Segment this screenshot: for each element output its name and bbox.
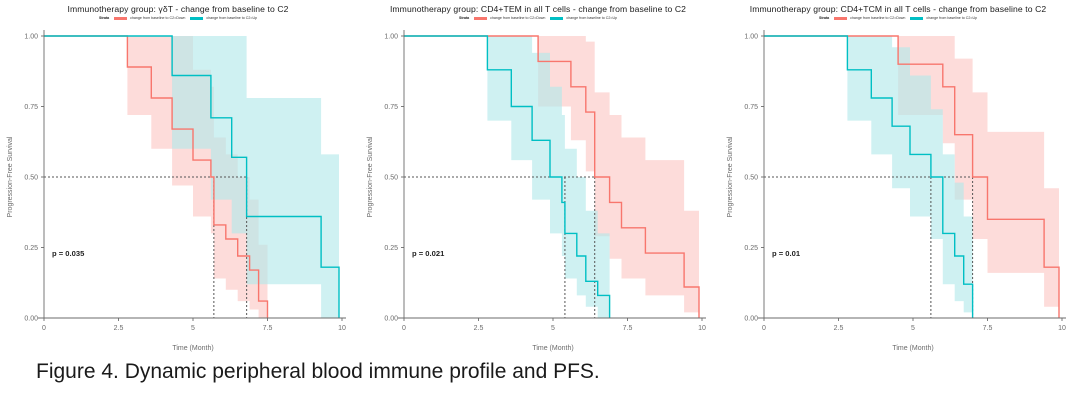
legend-item-down: change from baseline to C2=Down [474,16,545,20]
svg-text:0: 0 [42,325,46,332]
legend-item-down: change from baseline to C2=Down [834,16,905,20]
legend-swatch-up [910,16,924,20]
svg-text:Time (Month): Time (Month) [532,345,573,352]
legend-swatch-down [834,16,848,20]
svg-text:0.50: 0.50 [744,175,758,182]
svg-text:2.5: 2.5 [834,325,844,332]
svg-text:7.5: 7.5 [983,325,993,332]
svg-text:2.5: 2.5 [114,325,124,332]
svg-text:0.25: 0.25 [384,245,398,252]
svg-text:Time (Month): Time (Month) [892,345,933,352]
legend: Strata change from baseline to C2=Down c… [362,16,714,20]
legend-strata-label: Strata [98,16,110,20]
svg-text:5: 5 [911,325,915,332]
plot-area: 0.00 0.25 0.50 0.75 1.00 0 2.5 5 7.5 10 Time (Mont… [727,30,1066,352]
legend-item-up: change from baseline to C2=Up [550,16,617,20]
legend-strata-label: Strata [818,16,830,20]
legend: Strata change from baseline to C2=Down c… [2,16,354,20]
legend-item-up: change from baseline to C2=Up [190,16,257,20]
svg-text:Progression-Free Survival: Progression-Free Survival [7,136,14,217]
survival-panel-3: Immunotherapy group: CD4+TCM in all T ce… [722,0,1074,358]
svg-text:1.00: 1.00 [24,34,38,41]
panel-title: Immunotherapy group: CD4+TEM in all T ce… [389,4,687,14]
survival-panel-2: Immunotherapy group: CD4+TEM in all T ce… [362,0,714,358]
legend-swatch-up [190,16,204,20]
svg-text:p = 0.021: p = 0.021 [412,249,445,258]
legend-label-up: change from baseline to C2=Up [206,16,258,20]
svg-text:0.25: 0.25 [744,245,758,252]
svg-text:0: 0 [402,325,406,332]
legend-label-down: change from baseline to C2=Down [490,16,546,20]
legend-item-down: change from baseline to C2=Down [114,16,185,20]
svg-text:2.5: 2.5 [474,325,484,332]
figure-caption: Figure 4. Dynamic peripheral blood immun… [36,360,600,383]
plot-area: 0.00 0.25 0.50 0.75 1.00 0 2.5 5 7.5 10 Time (Mont… [7,30,346,352]
svg-text:Time (Month): Time (Month) [172,345,213,352]
panel-title: Immunotherapy group: CD4+TCM in all T ce… [749,4,1047,14]
figure-container: Immunotherapy group: γδT - change from b… [2,0,1074,358]
svg-text:7.5: 7.5 [623,325,633,332]
svg-text:1.00: 1.00 [384,34,398,41]
svg-text:5: 5 [191,325,195,332]
svg-text:10: 10 [1058,325,1066,332]
svg-text:0.25: 0.25 [24,245,38,252]
plot-area: 0.00 0.25 0.50 0.75 1.00 0 2.5 5 7.5 10 Time (Mont… [367,30,706,352]
svg-text:Progression-Free Survival: Progression-Free Survival [367,136,374,217]
svg-text:Progression-Free Survival: Progression-Free Survival [727,136,734,217]
svg-text:10: 10 [698,325,706,332]
panel-title: Immunotherapy group: γδT - change from b… [67,4,289,14]
legend-strata-label: Strata [458,16,470,20]
legend-item-up: change from baseline to C2=Up [910,16,977,20]
legend: Strata change from baseline to C2=Down c… [722,16,1074,20]
svg-text:0.75: 0.75 [384,104,398,111]
svg-text:7.5: 7.5 [263,325,273,332]
svg-text:0.00: 0.00 [384,316,398,323]
svg-text:5: 5 [551,325,555,332]
svg-text:0.50: 0.50 [384,175,398,182]
svg-text:0.00: 0.00 [24,316,38,323]
legend-label-up: change from baseline to C2=Up [926,16,978,20]
svg-text:1.00: 1.00 [744,34,758,41]
svg-text:p = 0.01: p = 0.01 [772,249,801,258]
svg-text:0.00: 0.00 [744,316,758,323]
svg-text:0.50: 0.50 [24,175,38,182]
svg-text:0: 0 [762,325,766,332]
legend-swatch-up [550,16,564,20]
survival-panel-1: Immunotherapy group: γδT - change from b… [2,0,354,358]
legend-label-down: change from baseline to C2=Down [850,16,906,20]
svg-text:10: 10 [338,325,346,332]
legend-label-up: change from baseline to C2=Up [566,16,618,20]
svg-text:0.75: 0.75 [24,104,38,111]
svg-text:0.75: 0.75 [744,104,758,111]
legend-swatch-down [474,16,488,20]
legend-label-down: change from baseline to C2=Down [130,16,186,20]
svg-text:p = 0.035: p = 0.035 [52,249,85,258]
legend-swatch-down [114,16,128,20]
